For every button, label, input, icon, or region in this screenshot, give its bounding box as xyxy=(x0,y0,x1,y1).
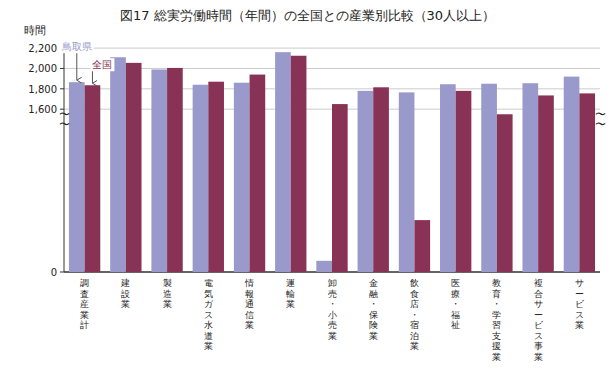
bar xyxy=(522,83,538,272)
bar xyxy=(332,104,348,272)
grid xyxy=(64,48,600,272)
x-tick-label: 製造業 xyxy=(163,278,172,309)
bar xyxy=(456,91,472,272)
y-axis: 0 1,600 1,800 2,000 2,200 xyxy=(28,42,600,278)
annotation: 〜 xyxy=(59,118,70,131)
x-tick-label: 運輸業 xyxy=(286,278,295,309)
legend: 鳥取県全国 xyxy=(60,40,115,83)
bar xyxy=(414,220,430,272)
bar xyxy=(316,261,332,272)
x-tick-label: 複合サービス事業 xyxy=(534,278,544,362)
legend-label: 鳥取県 xyxy=(61,41,92,52)
bars xyxy=(69,52,595,272)
y-tick-label: 1,800 xyxy=(28,84,57,95)
y-axis-label: 時間 xyxy=(24,24,46,37)
grid-line xyxy=(64,68,600,69)
bar xyxy=(564,77,580,272)
bar xyxy=(126,63,142,272)
x-tick-label: 飲食店・宿泊業 xyxy=(410,278,419,351)
y-tick xyxy=(60,272,64,273)
x-tick-label: 情報通信業 xyxy=(244,278,254,330)
y-tick xyxy=(60,88,64,89)
bar xyxy=(234,83,250,272)
legend-label-bg xyxy=(90,58,114,71)
chart-svg: 図17 総実労働時間（年間）の全国との産業別比較（30人以上） 時間 0 1,600 1… xyxy=(0,0,615,383)
bar xyxy=(85,85,101,272)
y-tick-label: 2,200 xyxy=(28,43,57,54)
legend-arrow xyxy=(76,53,77,80)
bar xyxy=(440,84,456,272)
y-tick-label: 0 xyxy=(51,267,57,278)
y-tick-label: 2,000 xyxy=(28,63,57,74)
bar xyxy=(275,52,291,272)
bar xyxy=(193,85,209,272)
bar xyxy=(291,56,307,272)
x-tick-label: 調査産業計 xyxy=(80,278,89,330)
grid-line xyxy=(64,48,600,49)
x-tick-label: 教育・学習支援業 xyxy=(492,278,501,362)
bar xyxy=(208,82,224,272)
bar xyxy=(579,93,595,272)
x-tick-label: 金融・保険業 xyxy=(369,278,378,341)
legend-label-bg xyxy=(60,40,94,53)
bar xyxy=(538,95,554,272)
bar xyxy=(497,114,513,272)
annotation: 〜 xyxy=(595,118,606,131)
bar xyxy=(151,69,167,272)
bar xyxy=(110,57,126,272)
bar xyxy=(373,87,389,272)
y-tick-label: 1,600 xyxy=(28,104,57,115)
chart-title: 図17 総実労働時間（年間）の全国との産業別比較（30人以上） xyxy=(120,8,495,23)
y-axis-line xyxy=(64,42,65,272)
axis-break: 〜〜〜〜 xyxy=(59,108,606,131)
bar xyxy=(399,92,415,272)
grid-line xyxy=(64,88,600,89)
bar xyxy=(481,84,497,272)
bar xyxy=(167,68,183,272)
chart-container: 図17 総実労働時間（年間）の全国との産業別比較（30人以上） 時間 0 1,600 1… xyxy=(0,0,615,383)
x-tick-label: サービス業 xyxy=(575,278,585,330)
x-tick-label: 医療・福祉 xyxy=(451,278,460,330)
x-tick-label: 建設業 xyxy=(120,278,130,309)
x-tick-label: 電気ガス水道業 xyxy=(204,278,214,351)
legend-label: 全国 xyxy=(92,59,112,70)
bar xyxy=(69,82,85,272)
legend-arrow xyxy=(92,71,93,83)
bar xyxy=(358,91,374,272)
x-tick-label: 卸売・小売業 xyxy=(328,278,337,341)
bar xyxy=(250,75,266,272)
x-axis: 調査産業計 建設業 製造業 電気ガス水道業 情報通信業 運輸業 卸売・小売業 金融・保険業 飲食… xyxy=(80,278,585,362)
y-tick xyxy=(60,68,64,69)
